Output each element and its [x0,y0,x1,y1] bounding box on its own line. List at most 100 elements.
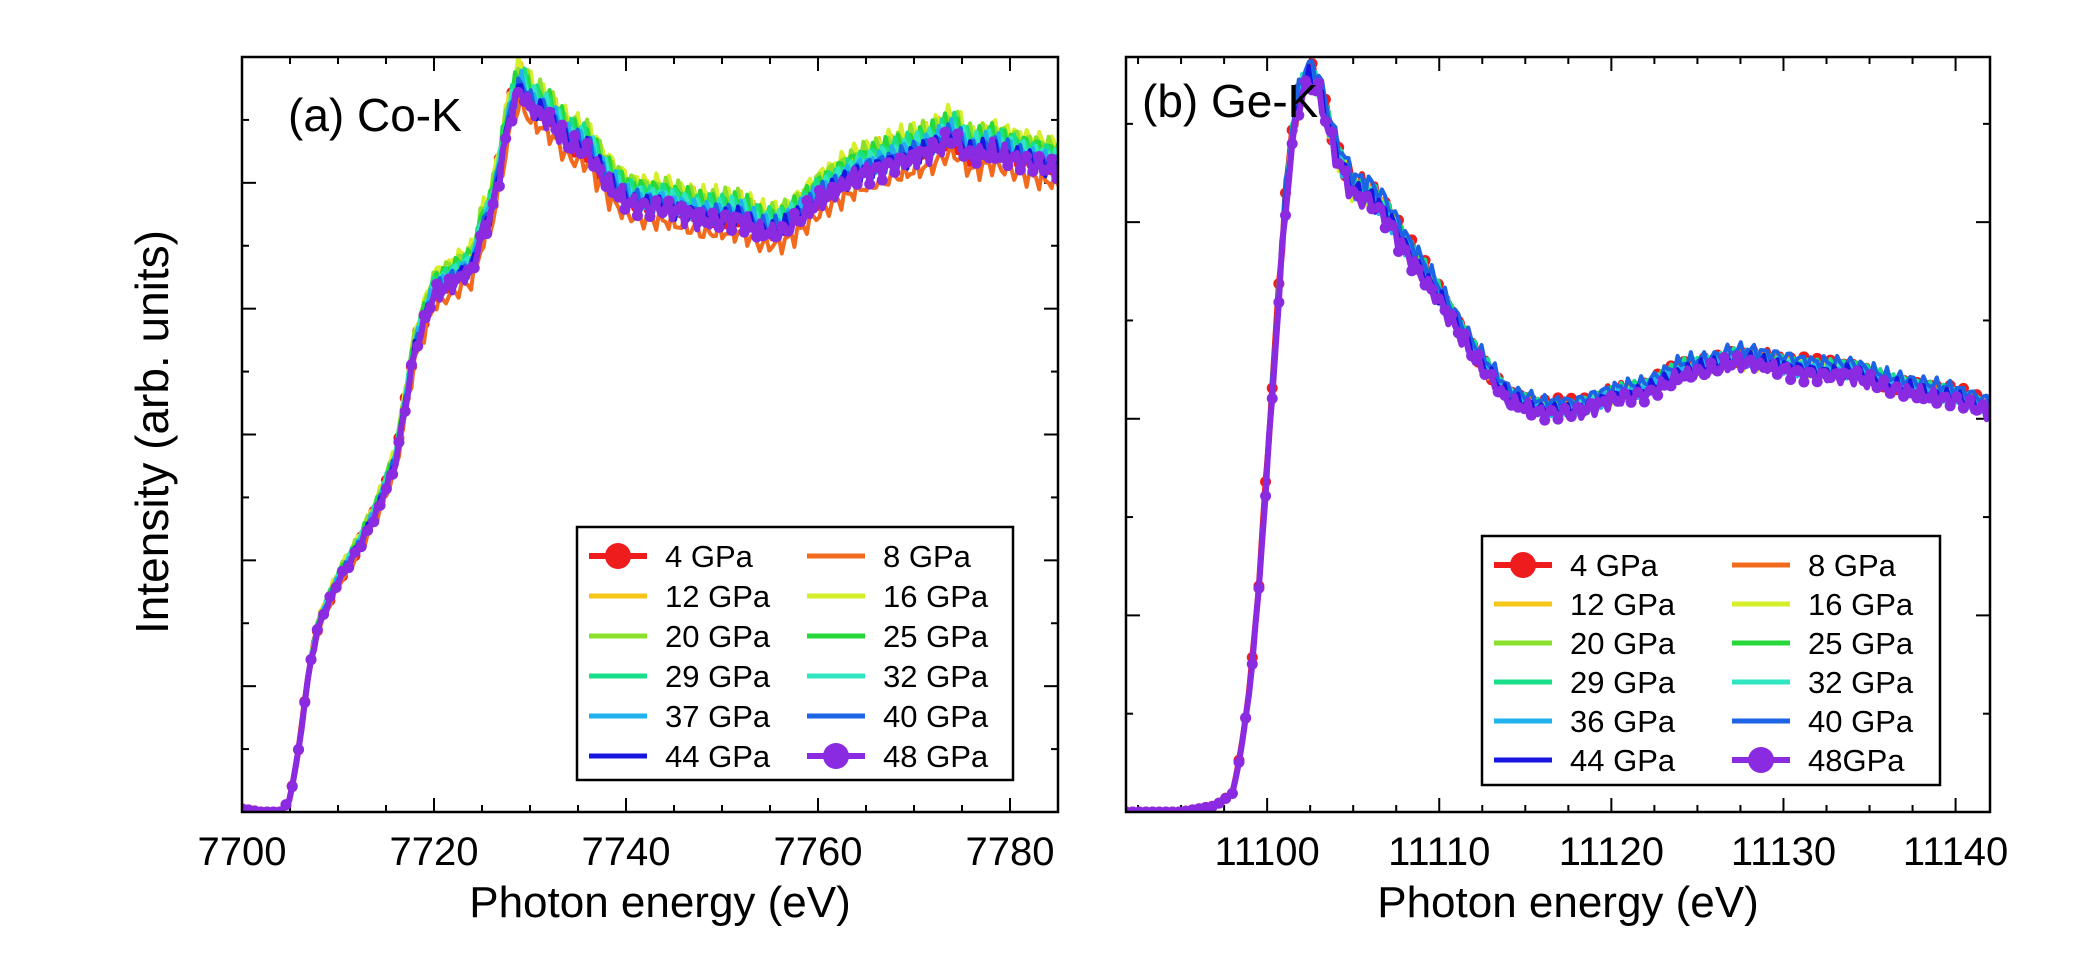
series-marker [594,163,606,175]
series-marker [1718,351,1730,363]
legend-label: 36 GPa [1570,704,1676,739]
legend-label: 4 GPa [1570,548,1659,583]
series-marker [368,516,380,528]
series-marker [556,119,568,131]
panel-title: (a) Co-K [288,89,462,141]
series-marker [1725,359,1737,371]
series-marker [782,225,794,237]
series-marker [1499,389,1511,401]
series-marker [770,231,782,243]
series-marker [1266,392,1278,404]
series-marker [1957,402,1969,414]
series-marker [857,167,869,179]
legend-item: 29 GPa [1494,665,1676,700]
legend-label: 37 GPa [665,699,771,734]
legend-label: 16 GPa [883,579,989,614]
x-tick-label: 11120 [1559,830,1664,874]
x-tick-label: 11110 [1388,830,1490,874]
series-marker [1319,115,1331,127]
x-tick-label: 7700 [198,830,287,874]
series-marker [1805,366,1817,378]
legend-marker [1748,747,1774,773]
series-marker [1399,244,1411,256]
series-marker [1545,405,1557,417]
series-marker [512,86,524,98]
series-marker [1021,150,1033,162]
series-marker [493,180,505,192]
legend-item: 12 GPa [589,579,771,614]
series-marker [807,202,819,214]
series-marker [487,198,499,210]
series-marker [1280,209,1292,221]
series-marker [1625,396,1637,408]
series-marker [500,132,512,144]
series-marker [1033,151,1045,163]
legend-label: 48 GPa [883,739,989,774]
series-marker [1565,410,1577,422]
series-marker [418,309,430,321]
legend-item: 32 GPa [807,659,989,694]
series-marker [1765,361,1777,373]
series-marker [694,206,706,218]
series-marker [562,142,574,154]
legend-item: 20 GPa [1494,626,1676,661]
series-marker [1240,712,1252,724]
series-marker [1791,364,1803,376]
series-marker [638,197,650,209]
series-marker [801,194,813,206]
series-marker [299,697,311,709]
series-marker [1286,138,1298,150]
legend-label: 20 GPa [665,619,771,654]
panel-title: (b) Ge-K [1142,75,1319,127]
series-marker [1226,787,1238,799]
series-marker [1373,202,1385,214]
legend-label: 40 GPa [883,699,989,734]
legend-marker [605,543,631,569]
series-marker [952,128,964,140]
series-marker [1339,165,1351,177]
series-marker [820,191,832,203]
legend-label: 12 GPa [665,579,771,614]
series-marker [569,130,581,142]
legend-item: 48 GPa [807,739,989,774]
legend-item: 4 GPa [1494,548,1659,583]
legend-item: 8 GPa [1732,548,1897,583]
legend-item: 44 GPa [1494,743,1676,778]
series-marker [933,143,945,155]
series-marker [1731,350,1743,362]
legend-label: 8 GPa [883,539,972,574]
series-marker [506,115,518,127]
series-marker [305,653,317,665]
series-group [1126,58,1990,812]
series-marker [1712,365,1724,377]
legend-label: 44 GPa [665,739,771,774]
series-marker [1652,389,1664,401]
series-marker [424,302,436,314]
legend-item: 37 GPa [589,699,771,734]
legend-item: 25 GPa [1732,626,1914,661]
series-marker [889,166,901,178]
series-marker [1014,164,1026,176]
series-marker [1539,414,1551,426]
legend-box [575,525,1015,782]
legend-item: 36 GPa [1494,704,1676,739]
series-marker [945,137,957,149]
x-tick-label: 7780 [966,830,1055,874]
series-marker [468,262,480,274]
legend-item: 44 GPa [589,739,771,774]
series-marker [657,207,669,219]
series-marker [318,608,330,620]
plot-frame [240,55,1060,814]
series-marker [1638,396,1650,408]
legend-item: 29 GPa [589,659,771,694]
series-marker [883,157,895,169]
series-marker [1851,365,1863,377]
series-marker [1532,405,1544,417]
series-marker [1459,328,1471,340]
series-marker [330,582,342,594]
legend-item: 12 GPa [1494,587,1676,622]
legend: 4 GPa 8 GPa 12 GPa 16 GPa 20 GPa 25 GPa 29 GPa… [1480,534,1942,787]
series-marker [1612,395,1624,407]
x-axis-label: Photon energy (eV) [1377,878,1759,927]
series-marker [1386,219,1398,231]
